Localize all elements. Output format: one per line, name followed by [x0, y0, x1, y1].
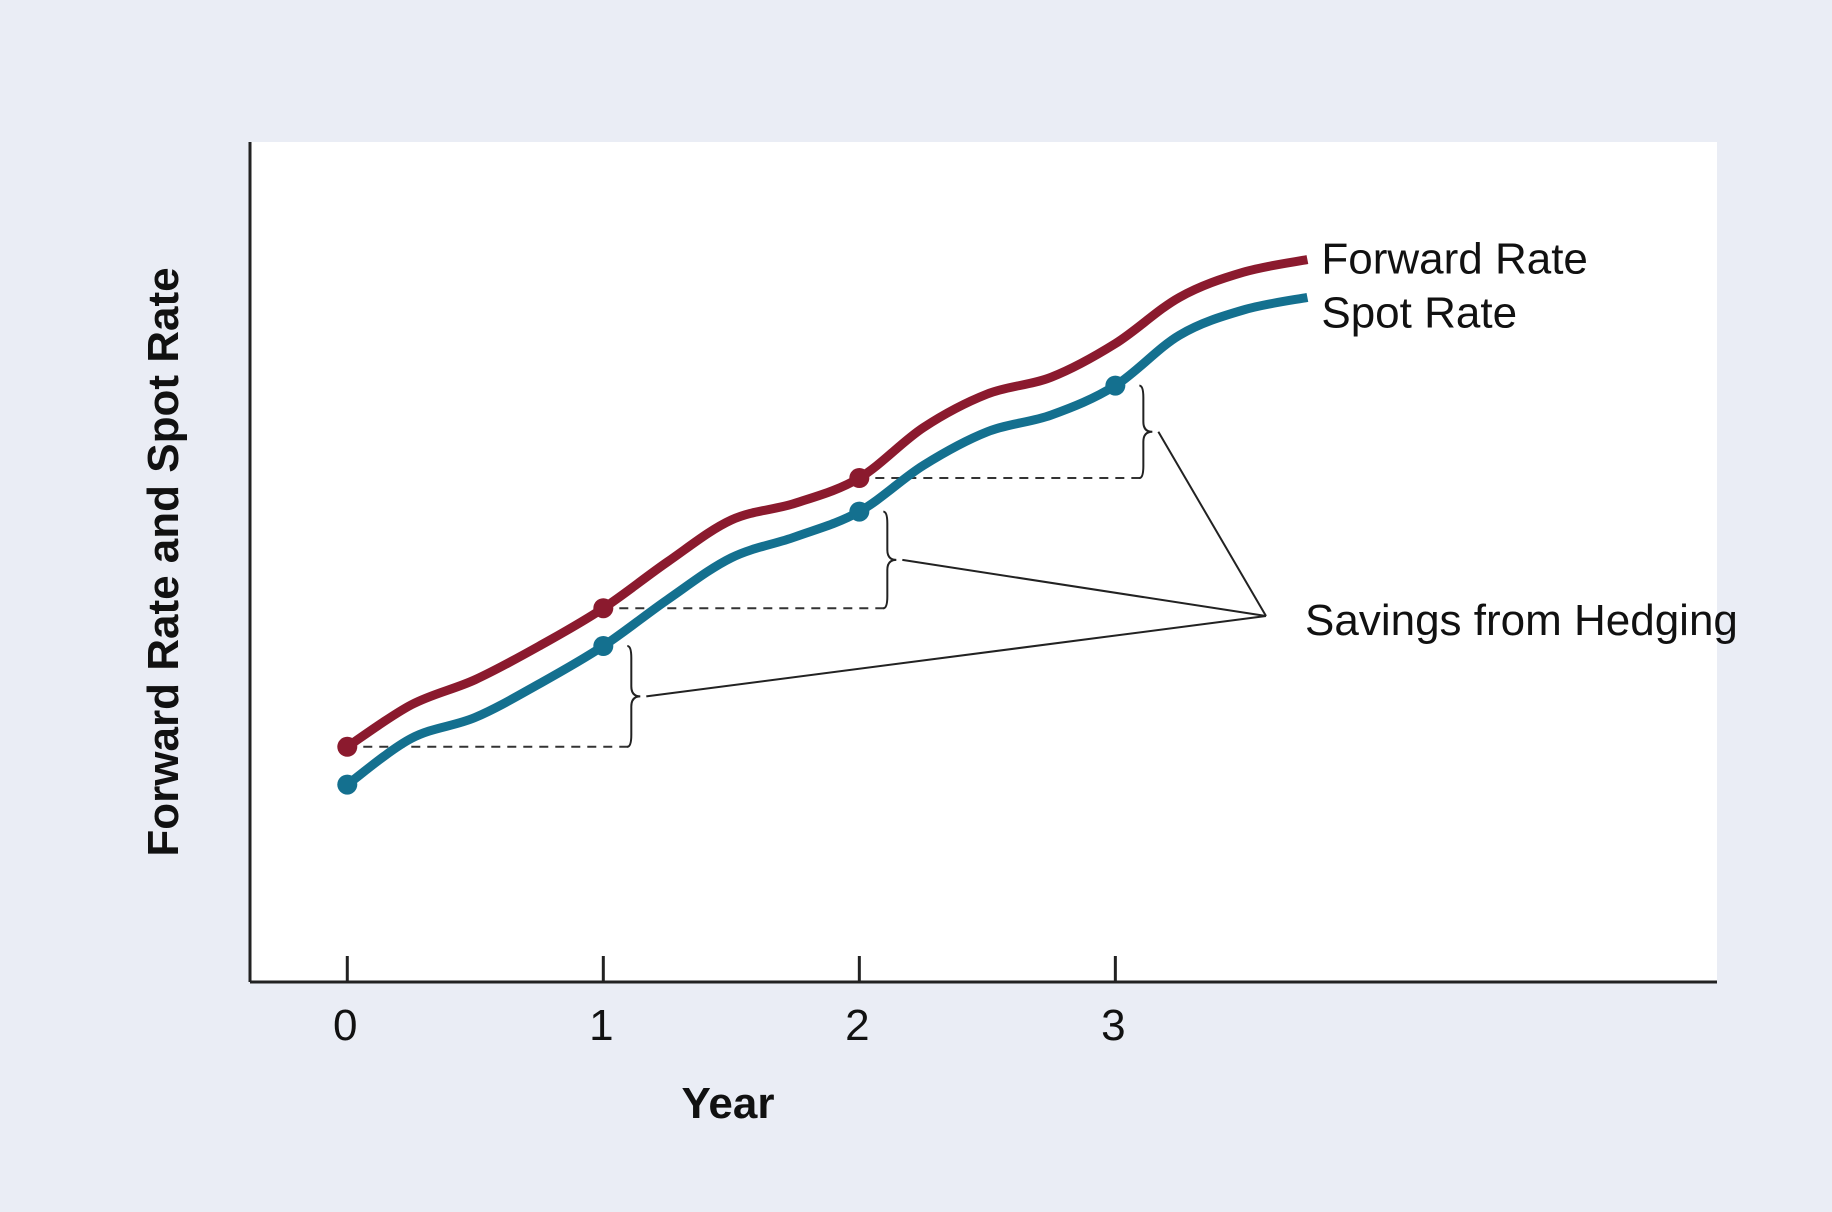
callout-line: [1157, 431, 1267, 617]
callout-line: [646, 615, 1267, 698]
x-ticks: 0 1 2 3: [333, 956, 1126, 1050]
y-axis-title: Forward Rate and Spot Rate: [139, 267, 188, 856]
callout-line: [902, 558, 1267, 617]
forward-rate-point: [337, 736, 358, 757]
spot-rate-point: [337, 774, 358, 795]
x-tick-label: 1: [589, 1001, 613, 1050]
spot-rate-point: [593, 636, 614, 656]
spot-rate-line: [344, 292, 1309, 789]
x-axis-title: Year: [682, 1079, 775, 1128]
forward-rate-line: [344, 255, 1309, 751]
spot-rate-label: Spot Rate: [1321, 288, 1517, 337]
series-group: [337, 255, 1309, 795]
x-tick-label: 2: [845, 1001, 869, 1050]
annotation-label: Savings from Hedging: [1305, 596, 1738, 645]
plot-background: [250, 142, 1717, 982]
forward-rate-point: [849, 468, 870, 488]
spot-rate-point: [1105, 375, 1126, 396]
savings-brace: [1139, 384, 1153, 479]
forward-rate-label: Forward Rate: [1321, 235, 1588, 284]
spot-rate-point: [849, 501, 870, 522]
forward-rate-point: [593, 598, 614, 619]
x-tick-label: 0: [333, 1001, 357, 1050]
x-tick-label: 3: [1101, 1001, 1125, 1050]
